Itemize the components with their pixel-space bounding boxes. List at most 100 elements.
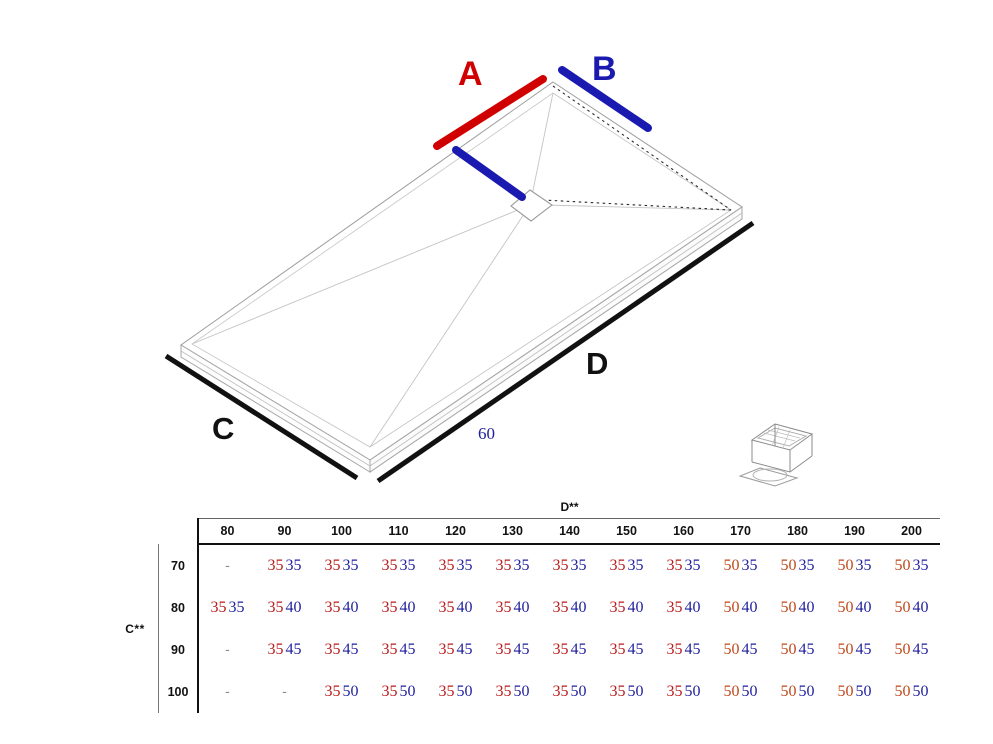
value-a: 50 — [894, 599, 911, 616]
column-header-200: 200 — [883, 518, 940, 545]
table-cell: 35 35 — [598, 544, 655, 587]
row-header-80: 80 — [158, 587, 199, 629]
value-b: 50 — [513, 683, 530, 700]
value-b: 50 — [855, 683, 872, 700]
value-pair: 50 50 — [895, 683, 929, 700]
table-cell: 50 40 — [769, 587, 826, 629]
value-a: 50 — [780, 599, 797, 616]
value-pair: 35 40 — [382, 599, 416, 616]
value-pair: 35 50 — [667, 683, 701, 700]
value-a: 35 — [381, 641, 398, 658]
dimension-table-wrap: D** 80 90 100 110 120 130 140 150 160 170 180 190 200… — [0, 496, 993, 744]
table-cell: - — [198, 671, 256, 713]
table-cell: 50 45 — [769, 629, 826, 671]
value-b: 35 — [912, 557, 929, 574]
label-b: B — [592, 50, 617, 88]
row-header-100: 100 — [158, 671, 199, 713]
table-cell: 50 45 — [883, 629, 940, 671]
column-header-120: 120 — [427, 518, 484, 545]
value-a: 50 — [837, 683, 854, 700]
value-b: 35 — [285, 557, 302, 574]
value-b: 45 — [456, 641, 473, 658]
value-b: 45 — [342, 641, 359, 658]
empty-cell-dash: - — [282, 683, 287, 699]
value-a: 35 — [267, 641, 284, 658]
value-pair: 35 35 — [496, 557, 530, 574]
value-a: 35 — [381, 557, 398, 574]
table-cell: 35 40 — [655, 587, 712, 629]
table-header-row: 80 90 100 110 120 130 140 150 160 170 180 190 200 — [112, 518, 940, 545]
dimension-line-a — [433, 75, 547, 150]
value-a: 35 — [381, 683, 398, 700]
value-a: 50 — [837, 599, 854, 616]
value-b: 45 — [855, 641, 872, 658]
tray-slope-lines — [191, 92, 732, 448]
value-pair: 35 40 — [553, 599, 587, 616]
value-b: 40 — [741, 599, 758, 616]
value-b: 35 — [798, 557, 815, 574]
value-b: 35 — [513, 557, 530, 574]
spacer — [198, 496, 256, 519]
value-a: 50 — [780, 641, 797, 658]
value-pair: 35 35 — [382, 557, 416, 574]
shower-tray-drawing: A B C D 60 — [164, 50, 814, 487]
value-a: 50 — [780, 683, 797, 700]
value-pair: 35 50 — [382, 683, 416, 700]
value-b: 45 — [798, 641, 815, 658]
value-a: 35 — [495, 683, 512, 700]
column-header-80: 80 — [198, 518, 256, 545]
value-a: 50 — [894, 641, 911, 658]
value-a: 35 — [552, 557, 569, 574]
value-pair: 35 45 — [325, 641, 359, 658]
table-cell: 50 50 — [712, 671, 769, 713]
value-pair: 35 40 — [496, 599, 530, 616]
value-b: 45 — [627, 641, 644, 658]
table-cell: 50 40 — [883, 587, 940, 629]
value-a: 35 — [438, 683, 455, 700]
spacer — [484, 496, 541, 519]
table-cell: 35 35 — [256, 544, 313, 587]
value-a: 50 — [723, 683, 740, 700]
value-pair: 35 40 — [667, 599, 701, 616]
value-b: 50 — [399, 683, 416, 700]
value-a: 35 — [267, 599, 284, 616]
value-pair: 35 35 — [325, 557, 359, 574]
value-a: 35 — [267, 557, 284, 574]
value-pair: 50 50 — [781, 683, 815, 700]
row-header-70: 70 — [158, 544, 199, 587]
spacer — [112, 496, 159, 519]
table-cell: 35 45 — [313, 629, 370, 671]
value-b: 40 — [627, 599, 644, 616]
spacer — [883, 496, 940, 519]
table-cell: 35 50 — [370, 671, 427, 713]
label-depth-60: 60 — [478, 424, 495, 443]
value-a: 35 — [495, 599, 512, 616]
column-header-160: 160 — [655, 518, 712, 545]
value-b: 50 — [912, 683, 929, 700]
value-b: 40 — [285, 599, 302, 616]
value-b: 35 — [627, 557, 644, 574]
value-pair: 50 45 — [724, 641, 758, 658]
spacer — [370, 496, 427, 519]
value-pair: 35 35 — [439, 557, 473, 574]
value-pair: 35 35 — [211, 599, 245, 616]
value-a: 50 — [723, 557, 740, 574]
value-b: 45 — [741, 641, 758, 658]
value-a: 35 — [324, 599, 341, 616]
value-b: 50 — [684, 683, 701, 700]
value-b: 45 — [513, 641, 530, 658]
value-b: 45 — [684, 641, 701, 658]
value-b: 40 — [342, 599, 359, 616]
table-cell: - — [256, 671, 313, 713]
table-cell: 35 35 — [655, 544, 712, 587]
value-b: 35 — [456, 557, 473, 574]
spacer — [159, 496, 199, 519]
table-cell: 50 50 — [883, 671, 940, 713]
column-header-110: 110 — [370, 518, 427, 545]
value-b: 35 — [741, 557, 758, 574]
value-b: 50 — [741, 683, 758, 700]
table-cell: 35 40 — [484, 587, 541, 629]
value-pair: 35 45 — [610, 641, 644, 658]
value-b: 40 — [399, 599, 416, 616]
table-cell: 50 35 — [883, 544, 940, 587]
